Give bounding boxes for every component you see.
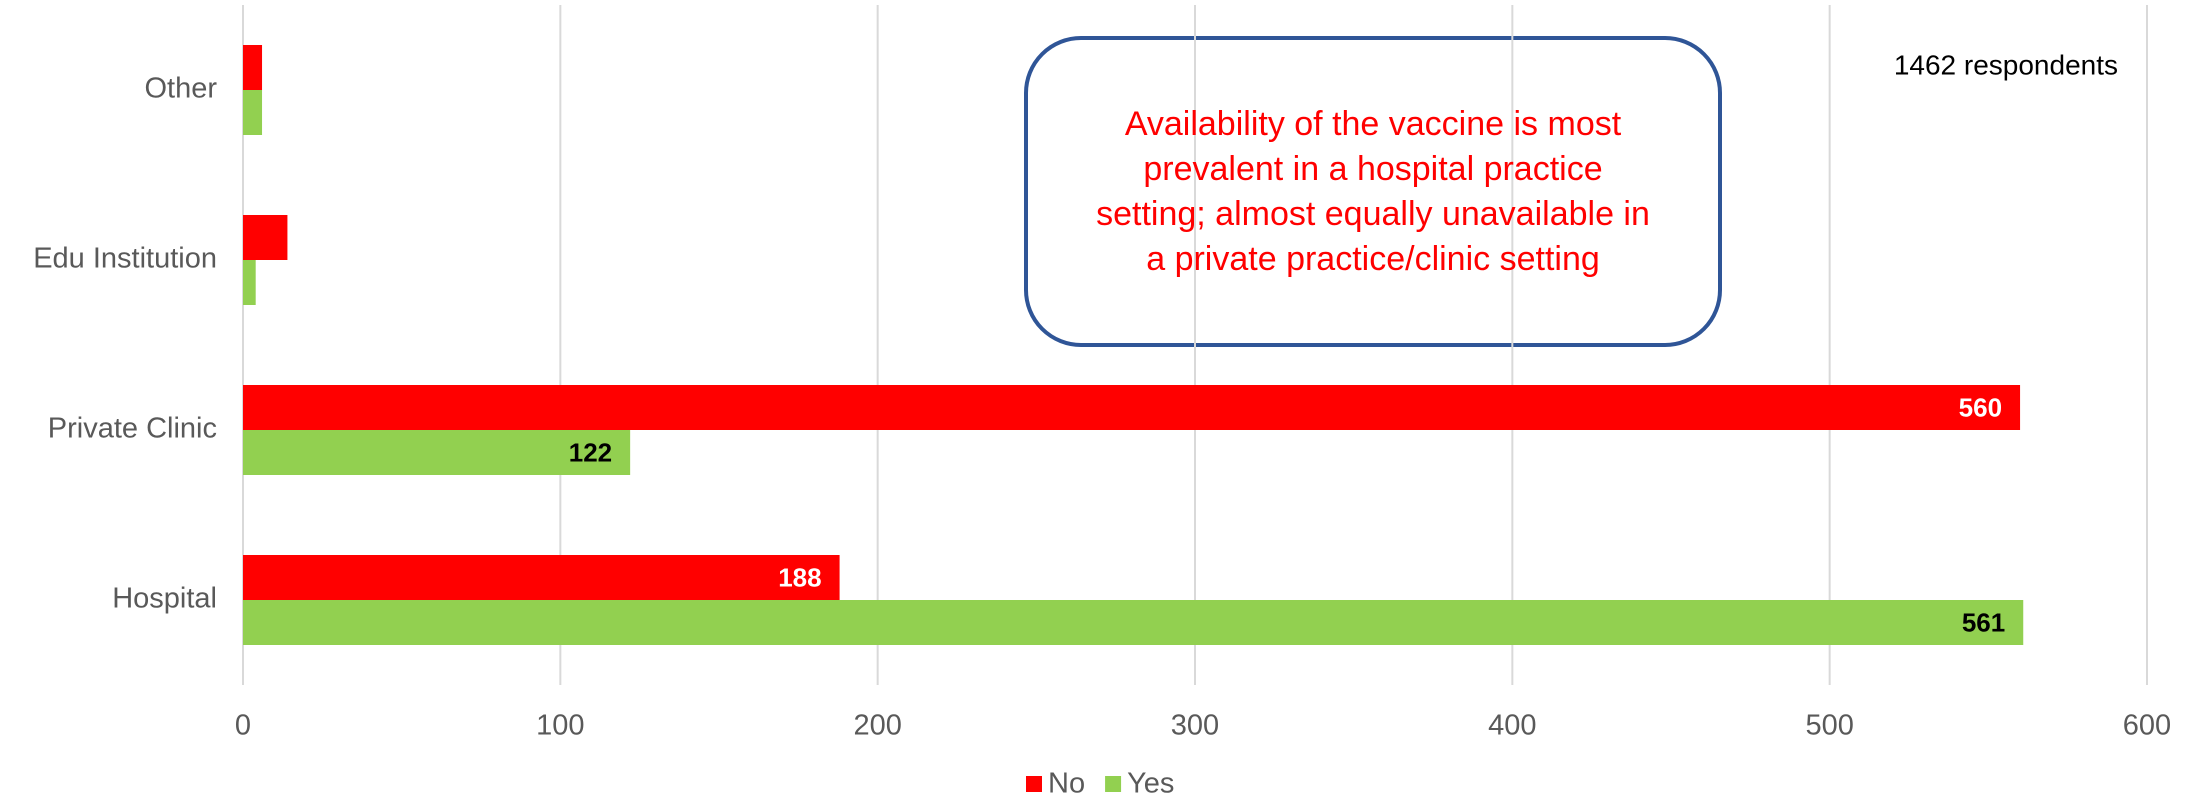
x-tick-label: 100: [536, 710, 584, 742]
x-tick-label: 200: [853, 710, 901, 742]
bar: [243, 385, 2021, 430]
data-label: 122: [569, 437, 612, 467]
y-tick-label: Edu Institution: [33, 243, 217, 275]
annotation-line: a private practice/clinic setting: [1146, 240, 1600, 278]
bar: [243, 260, 256, 305]
legend-swatch: [1105, 776, 1122, 792]
data-label: 188: [778, 562, 821, 592]
y-tick-label: Other: [144, 73, 217, 105]
x-tick-label: 300: [1171, 710, 1219, 742]
legend-label: Yes: [1127, 768, 1174, 800]
y-tick-label: Hospital: [112, 583, 217, 615]
x-tick-label: 600: [2123, 710, 2171, 742]
annotation-line: prevalent in a hospital practice: [1143, 150, 1602, 188]
legend-label: No: [1048, 768, 1085, 800]
bar: [243, 90, 263, 135]
data-label: 560: [1959, 392, 2002, 422]
annotation-line: setting; almost equally unavailable in: [1096, 195, 1650, 233]
y-tick-label: Private Clinic: [48, 413, 217, 445]
data-label: 561: [1962, 607, 2005, 637]
legend-swatch: [1026, 776, 1042, 792]
bar: [243, 555, 840, 600]
x-tick-label: 400: [1488, 710, 1536, 742]
x-tick-label: 500: [1805, 710, 1853, 742]
annotation-box: [1024, 36, 1722, 347]
bar: [243, 600, 2024, 645]
bar: [243, 430, 631, 475]
bar: [243, 215, 288, 260]
bar: [243, 45, 263, 90]
annotation-line: Availability of the vaccine is most: [1125, 105, 1622, 143]
x-tick-label: 0: [235, 710, 251, 742]
note: 1462 respondents: [1894, 49, 2118, 80]
